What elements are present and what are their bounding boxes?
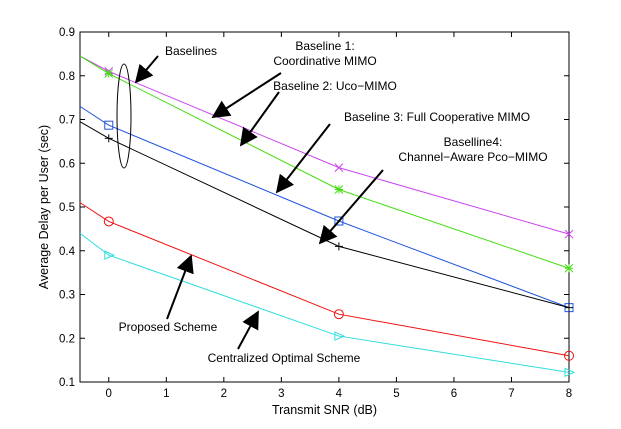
x-axis-label: Transmit SNR (dB)	[272, 403, 377, 417]
series-2-point-1	[104, 120, 114, 130]
series-4-point-3	[564, 350, 574, 361]
series-0-point-3	[564, 229, 574, 239]
series-3-point-2	[334, 242, 343, 251]
x-tick-label-6: 6	[451, 388, 457, 400]
series-0-point-2	[334, 163, 344, 172]
annotation-proposed: Proposed Scheme	[119, 320, 218, 334]
x-tick-label-7: 7	[508, 388, 514, 400]
series-5-point-1	[104, 250, 115, 260]
baseline3-arrow	[275, 123, 331, 194]
y-tick-label-0: 0.1	[59, 377, 75, 389]
series-line-5	[79, 232, 570, 373]
series-5-point-3	[564, 367, 576, 378]
series-line-3	[79, 121, 570, 309]
series-1-point-1	[104, 69, 114, 78]
annotation-baselines: Baselines	[165, 44, 217, 58]
series-line-0	[79, 55, 570, 235]
annotation-baseline4: Baselline4: Channel−Aware Pco−MIMO	[398, 135, 547, 164]
baseline1-arrow	[211, 72, 282, 118]
annotation-centralized: Centralized Optimal Scheme	[208, 351, 361, 365]
series-line-4	[79, 202, 570, 357]
y-tick-label-4: 0.5	[59, 202, 75, 214]
y-axis-label: Average Delay per User (sec)	[37, 125, 51, 289]
x-tick-label-3: 3	[278, 388, 284, 400]
series-4-point-1	[103, 216, 114, 227]
y-tick-label-7: 0.8	[59, 71, 75, 83]
series-2-point-2	[334, 216, 344, 226]
y-tick-label-5: 0.6	[59, 158, 75, 170]
baselines-arrow	[134, 55, 159, 84]
annotation-baseline1: Baseline 1: Coordinative MIMO	[273, 39, 376, 68]
series-3-point-3	[565, 303, 573, 312]
series-1-point-3	[564, 263, 574, 273]
series-5-point-2	[334, 331, 346, 341]
x-tick-label-5: 5	[393, 388, 399, 400]
baseline4-arrow	[318, 169, 384, 245]
series-1-point-2	[334, 185, 344, 194]
baseline2-arrow	[239, 91, 280, 147]
x-tick-label-2: 2	[221, 388, 227, 400]
y-tick-label-3: 0.4	[59, 246, 76, 258]
y-tick-label-6: 0.7	[59, 115, 75, 127]
y-tick-label-8: 0.9	[59, 27, 75, 39]
series-line-2	[79, 105, 570, 309]
x-tick-label-0: 0	[106, 388, 112, 400]
y-tick-label-2: 0.3	[59, 290, 75, 302]
annotation-baseline3: Baseline 3: Full Cooperative MIMO	[344, 110, 530, 124]
centralized-arrow	[237, 310, 259, 350]
x-tick-label-1: 1	[163, 388, 169, 400]
x-tick-label-4: 4	[336, 388, 343, 400]
series-3-point-1	[104, 134, 113, 143]
x-tick-label-8: 8	[566, 388, 572, 400]
y-tick-label-1: 0.2	[59, 333, 75, 345]
series-line-1	[79, 55, 570, 269]
baselines-ellipse	[116, 63, 132, 169]
proposed-arrow	[166, 254, 194, 320]
annotation-baseline2: Baseline 2: Uco−MIMO	[273, 79, 397, 93]
series-4-point-2	[333, 309, 344, 320]
